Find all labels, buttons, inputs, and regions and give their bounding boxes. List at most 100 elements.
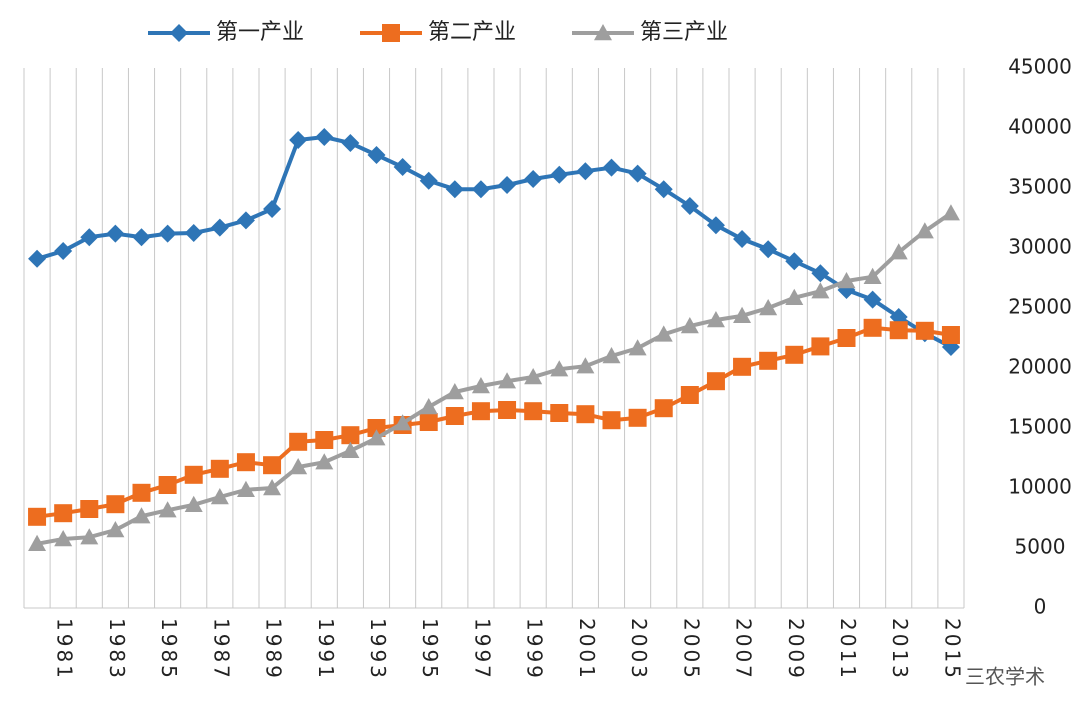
point xyxy=(759,299,778,316)
series xyxy=(28,318,960,526)
point xyxy=(263,200,282,218)
point xyxy=(602,158,621,177)
point xyxy=(628,408,647,427)
point xyxy=(811,282,830,299)
legend-label: 第三产业 xyxy=(640,20,728,45)
point xyxy=(315,453,334,470)
point xyxy=(706,216,725,235)
point xyxy=(106,521,125,538)
y-tick-label: 5000 xyxy=(1015,535,1066,559)
point xyxy=(471,180,490,199)
point xyxy=(941,204,960,221)
x-tick-label: 1991 xyxy=(314,618,338,681)
point xyxy=(106,495,125,514)
point xyxy=(367,429,386,446)
point xyxy=(341,426,360,445)
point xyxy=(184,495,203,512)
point xyxy=(550,360,569,377)
point xyxy=(785,288,804,305)
point xyxy=(80,528,99,545)
x-tick-label: 1983 xyxy=(105,618,129,681)
y-tick-label: 10000 xyxy=(1008,475,1072,499)
point xyxy=(471,402,490,421)
point xyxy=(263,479,282,496)
point xyxy=(132,507,151,524)
x-tick-label: 2009 xyxy=(784,618,808,681)
point xyxy=(445,180,464,199)
point xyxy=(759,240,778,259)
y-tick-label: 35000 xyxy=(1008,175,1072,199)
point xyxy=(132,228,151,247)
point xyxy=(498,372,517,389)
point xyxy=(889,243,908,260)
point xyxy=(236,453,255,472)
point xyxy=(210,488,229,505)
point xyxy=(576,162,595,181)
point xyxy=(628,164,647,183)
legend-label: 第一产业 xyxy=(216,20,304,45)
point xyxy=(941,326,960,344)
point xyxy=(915,321,934,340)
x-tick-label: 2003 xyxy=(627,618,651,681)
y-tick-label: 20000 xyxy=(1008,355,1072,379)
point xyxy=(733,306,752,323)
point xyxy=(236,211,255,230)
point xyxy=(594,24,612,41)
point xyxy=(785,345,804,364)
series xyxy=(28,204,960,551)
point xyxy=(680,317,699,334)
point xyxy=(445,407,464,425)
point xyxy=(524,170,543,188)
point xyxy=(550,165,569,184)
y-tick-label: 0 xyxy=(1034,595,1047,619)
point xyxy=(498,176,517,194)
point xyxy=(184,465,203,484)
y-tick-label: 15000 xyxy=(1008,415,1072,439)
point xyxy=(576,405,595,424)
point xyxy=(654,399,673,418)
point xyxy=(706,372,725,391)
y-tick-label: 25000 xyxy=(1008,295,1072,319)
point xyxy=(367,419,386,437)
point xyxy=(785,252,804,271)
point xyxy=(733,357,752,376)
point xyxy=(80,500,99,518)
point xyxy=(236,480,255,497)
point xyxy=(524,402,543,421)
point xyxy=(498,401,517,419)
point xyxy=(602,411,621,430)
point xyxy=(367,146,386,164)
point xyxy=(289,131,308,149)
point xyxy=(550,404,569,422)
point xyxy=(811,264,830,283)
point xyxy=(393,414,412,431)
point xyxy=(54,504,73,523)
point xyxy=(837,272,856,289)
point xyxy=(680,386,699,404)
point xyxy=(602,347,621,364)
point xyxy=(158,476,177,494)
x-tick-label: 2015 xyxy=(940,618,964,681)
point xyxy=(628,339,647,356)
watermark: 三农学术 xyxy=(965,665,1045,689)
point xyxy=(889,321,908,340)
point xyxy=(315,431,334,449)
point xyxy=(54,242,73,260)
point xyxy=(106,224,125,243)
x-tick-label: 1987 xyxy=(209,618,233,681)
point xyxy=(170,24,188,42)
point xyxy=(132,483,151,502)
point xyxy=(419,413,438,431)
point xyxy=(341,134,360,152)
point xyxy=(382,24,400,42)
x-tick-label: 2011 xyxy=(836,618,860,681)
point xyxy=(524,368,543,385)
x-tick-label: 1985 xyxy=(157,618,181,681)
point xyxy=(654,180,673,199)
point xyxy=(654,325,673,342)
point xyxy=(811,337,830,356)
point xyxy=(28,507,47,526)
point xyxy=(471,377,490,394)
point xyxy=(54,530,73,547)
